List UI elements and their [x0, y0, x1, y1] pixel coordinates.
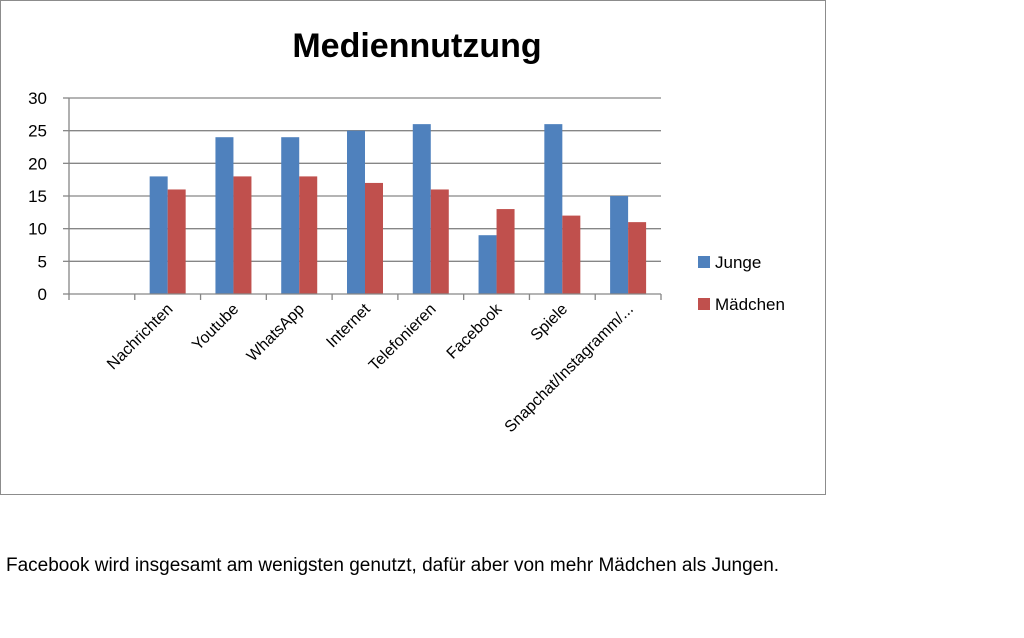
legend-label-maedchen: Mädchen [715, 295, 785, 314]
bar-maedchen [365, 182, 383, 294]
bar-maedchen [299, 176, 318, 294]
bar-junge [149, 176, 168, 294]
bar-maedchen [233, 176, 252, 294]
x-tick-label: Telefonieren [366, 301, 440, 375]
x-tick-label: Youtube [189, 301, 242, 354]
bar-junge [281, 137, 300, 294]
y-tick-label: 25 [28, 122, 47, 141]
bar-maedchen [562, 215, 581, 294]
y-tick-label: 10 [28, 220, 47, 239]
legend-swatch-maedchen [698, 298, 710, 310]
y-tick-label: 30 [28, 89, 47, 108]
legend-swatch-junge [698, 256, 710, 268]
x-tick-label: Spiele [528, 301, 572, 345]
x-tick-label: Nachrichten [104, 301, 176, 373]
chart-frame: Mediennutzung 0 5 10 15 20 25 30 Nachrichten Yo… [0, 0, 826, 495]
y-tick-label: 20 [28, 154, 47, 173]
bar-junge [544, 124, 563, 294]
y-tick-label: 5 [38, 252, 47, 271]
bar-maedchen [496, 209, 515, 294]
legend-label-junge: Junge [715, 253, 761, 272]
bar-junge [610, 196, 629, 294]
bar-junge [412, 124, 431, 294]
x-tick-label: Snapchat/Instagramm/... [502, 301, 637, 436]
bar-chart: Mediennutzung 0 5 10 15 20 25 30 Nachrichten Yo… [28, 27, 785, 436]
y-tick-label: 15 [28, 187, 47, 206]
bar-maedchen [167, 189, 186, 294]
bar-junge [347, 130, 365, 294]
y-tick-label: 0 [38, 285, 47, 304]
bar-maedchen [430, 189, 449, 294]
bar-junge [215, 137, 234, 294]
x-tick-label: Facebook [444, 300, 506, 362]
x-tick-label: Internet [323, 300, 374, 351]
caption-text: Facebook wird insgesamt am wenigsten gen… [6, 555, 780, 576]
bar-maedchen [628, 222, 647, 294]
chart-title: Mediennutzung [292, 27, 541, 65]
x-tick-label: WhatsApp [244, 301, 308, 365]
bar-junge [478, 235, 497, 294]
